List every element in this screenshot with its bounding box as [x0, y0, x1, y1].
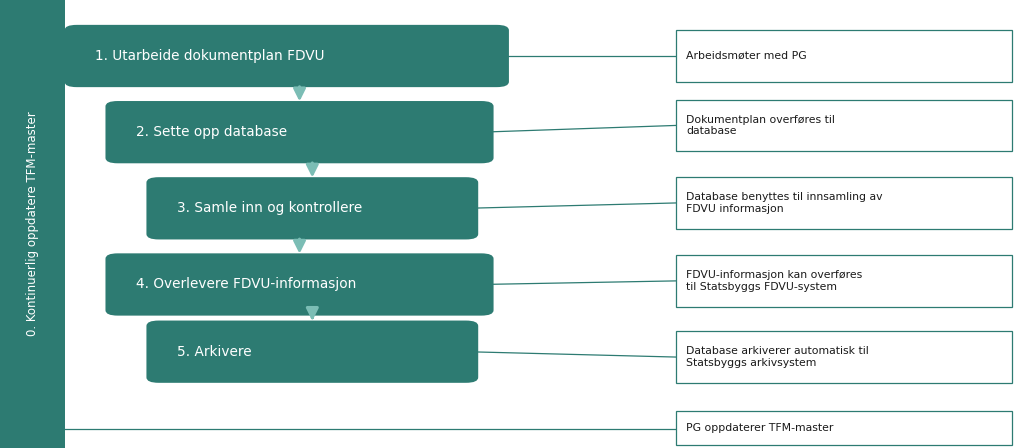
Bar [676, 255, 1012, 306]
Text: 4. Overlevere FDVU-informasjon: 4. Overlevere FDVU-informasjon [136, 277, 356, 292]
Bar [676, 100, 1012, 151]
Bar [676, 332, 1012, 383]
Text: PG oppdaterer TFM-master: PG oppdaterer TFM-master [686, 423, 834, 433]
Bar [676, 411, 1012, 444]
Bar [676, 177, 1012, 228]
Text: Database benyttes til innsamling av
FDVU informasjon: Database benyttes til innsamling av FDVU… [686, 192, 883, 214]
Bar [0, 0, 65, 448]
Text: Dokumentplan overføres til
database: Dokumentplan overføres til database [686, 115, 835, 136]
Text: Database arkiverer automatisk til
Statsbyggs arkivsystem: Database arkiverer automatisk til Statsb… [686, 346, 868, 368]
Text: 5. Arkivere: 5. Arkivere [177, 345, 252, 359]
Text: 3. Samle inn og kontrollere: 3. Samle inn og kontrollere [177, 201, 362, 215]
FancyBboxPatch shape [105, 101, 494, 164]
Text: Arbeidsmøter med PG: Arbeidsmøter med PG [686, 51, 807, 61]
FancyBboxPatch shape [65, 25, 509, 87]
FancyBboxPatch shape [146, 321, 478, 383]
Text: FDVU-informasjon kan overføres
til Statsbyggs FDVU-system: FDVU-informasjon kan overføres til Stats… [686, 270, 862, 292]
FancyBboxPatch shape [146, 177, 478, 239]
Text: 1. Utarbeide dokumentplan FDVU: 1. Utarbeide dokumentplan FDVU [95, 49, 325, 63]
Text: 2. Sette opp database: 2. Sette opp database [136, 125, 288, 139]
Text: 0. Kontinuerlig oppdatere TFM-master: 0. Kontinuerlig oppdatere TFM-master [26, 112, 39, 336]
FancyBboxPatch shape [105, 253, 494, 315]
Bar [676, 30, 1012, 82]
